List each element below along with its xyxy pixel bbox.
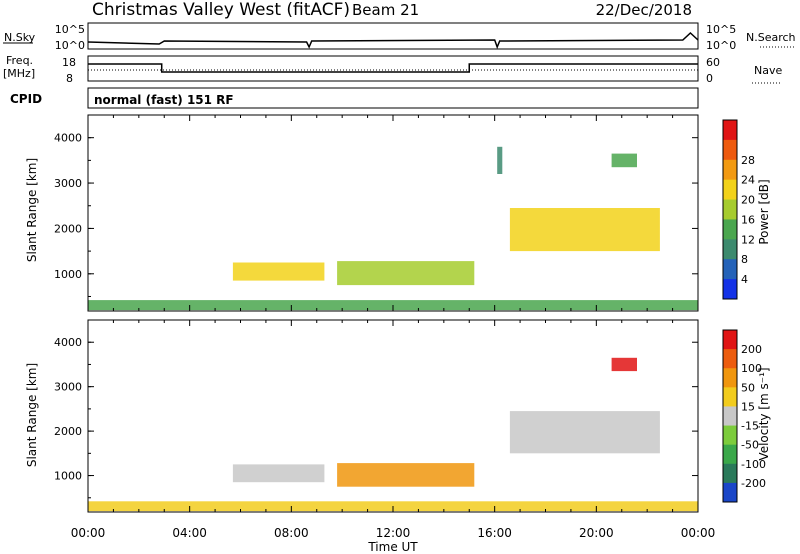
colorbar-tick-label: -50 (741, 439, 759, 452)
scatter-region-0 (232, 262, 325, 281)
y-tick-label: 1000 (54, 268, 82, 281)
scatter-region-4 (611, 357, 637, 372)
y-axis-label: Slant Range [km] (25, 158, 39, 262)
freq-right-bottom-tick: 0 (706, 72, 713, 85)
colorbar-segment (723, 279, 737, 300)
colorbar-segment (723, 463, 737, 484)
colorbar-segment (723, 120, 737, 141)
colorbar-tick-label: 200 (741, 343, 762, 356)
x-tick-label: 04:00 (172, 526, 207, 540)
noise-right-bottom-tick: 10^0 (706, 39, 736, 52)
noise-panel (87, 22, 699, 50)
x-axis-label: Time UT (367, 540, 418, 554)
colorbar-tick-label: 8 (741, 253, 748, 266)
colorbar-tick-label: 4 (741, 273, 748, 286)
x-tick-label: 00:00 (681, 526, 716, 540)
y-axis-label: Slant Range [km] (25, 363, 39, 467)
colorbar-segment (723, 219, 737, 240)
colorbar-tick-label: 100 (741, 362, 762, 375)
y-tick-label: 3000 (54, 381, 82, 394)
scatter-region-4 (611, 153, 637, 168)
power-panel: 1000 2000 3000 4000 Slant Range [km] 4 8 12 16 20… (25, 114, 771, 312)
scatter-region-2 (509, 208, 660, 252)
colorbar-tick-label: 16 (741, 213, 755, 226)
colorbar-segment (723, 159, 737, 181)
colorbar-segment (723, 406, 737, 427)
colorbar-segment (723, 425, 737, 446)
colorbar-tick-label: 50 (741, 381, 755, 394)
x-tick-label: 20:00 (579, 526, 614, 540)
time-axis: 00:00 04:00 08:00 12:00 16:00 20:00 00:00 (71, 526, 716, 540)
nsearch-label: N.Search (746, 31, 796, 44)
colorbar-tick-label: -100 (741, 458, 766, 471)
colorbar-segment (723, 239, 737, 260)
colorbar-segment (723, 349, 737, 369)
colorbar-segment (723, 179, 737, 201)
colorbar-label: Power [dB] (757, 179, 771, 244)
scatter-region-1 (337, 463, 475, 487)
colorbar-frame (722, 119, 738, 300)
colorbar-segment (723, 139, 737, 161)
colorbar-segment (723, 444, 737, 465)
x-tick-label: 16:00 (477, 526, 512, 540)
y-tick-label: 4000 (54, 132, 82, 145)
colorbar-segment (723, 330, 737, 350)
scatter-region-5 (497, 146, 503, 174)
x-tick-label: 08:00 (274, 526, 309, 540)
colorbar-tick-label: 28 (741, 154, 755, 167)
y-tick-label: 4000 (54, 336, 82, 349)
freq-right-top-tick: 60 (706, 56, 720, 69)
freq-left-top-tick: 18 (62, 56, 76, 69)
colorbar-frame (722, 329, 738, 503)
cpid-panel (87, 87, 699, 109)
y-tick-label: 3000 (54, 177, 82, 190)
noise-line (87, 31, 699, 50)
beam-label: Beam 21 (352, 1, 419, 19)
colorbar-segment (723, 482, 737, 503)
scatter-region-1 (337, 261, 475, 286)
cpid-label: CPID (10, 92, 42, 106)
y-tick-label: 2000 (54, 425, 82, 438)
noise-left-bottom-tick: 10^0 (55, 39, 85, 52)
y-tick-label: 1000 (54, 470, 82, 483)
freq-left-bottom-tick: 8 (66, 72, 73, 85)
colorbar-label: Velocity [m s⁻¹] (757, 367, 771, 460)
nave-label: Nave (754, 64, 782, 77)
freq-line (88, 63, 698, 73)
scatter-region-2 (509, 411, 660, 454)
colorbar-segment (723, 368, 737, 388)
colorbar-segment (723, 259, 737, 280)
colorbar-segment (723, 387, 737, 407)
freq-label: Freq. (6, 54, 33, 67)
noise-trace (87, 31, 699, 50)
colorbar-tick-label: 20 (741, 194, 755, 207)
colorbar-tick-label: -200 (741, 477, 766, 490)
colorbar-tick-label: -15 (741, 420, 759, 433)
station-title: Christmas Valley West (fitACF) (92, 0, 350, 20)
colorbar-tick-label: 12 (741, 233, 755, 246)
frequency-panel (87, 55, 699, 82)
cpid-value: normal (fast) 151 RF (94, 93, 234, 107)
colorbar-tick-label: 24 (741, 174, 755, 187)
date-label: 22/Dec/2018 (596, 1, 692, 19)
x-tick-label: 12:00 (376, 526, 411, 540)
colorbar-segment (723, 199, 737, 220)
y-tick-label: 2000 (54, 222, 82, 235)
velocity-panel: 1000 2000 3000 4000 Slant Range [km] 200 100 50… (25, 319, 771, 513)
frequency-trace (88, 63, 698, 73)
freq-unit-label: [MHz] (3, 67, 35, 80)
scatter-region-0 (232, 464, 325, 483)
noise-right-top-tick: 10^5 (706, 23, 736, 36)
x-tick-label: 00:00 (71, 526, 106, 540)
noise-left-top-tick: 10^5 (55, 23, 85, 36)
colorbar-tick-label: 15 (741, 400, 755, 413)
nsky-label: N.Sky (4, 31, 36, 44)
